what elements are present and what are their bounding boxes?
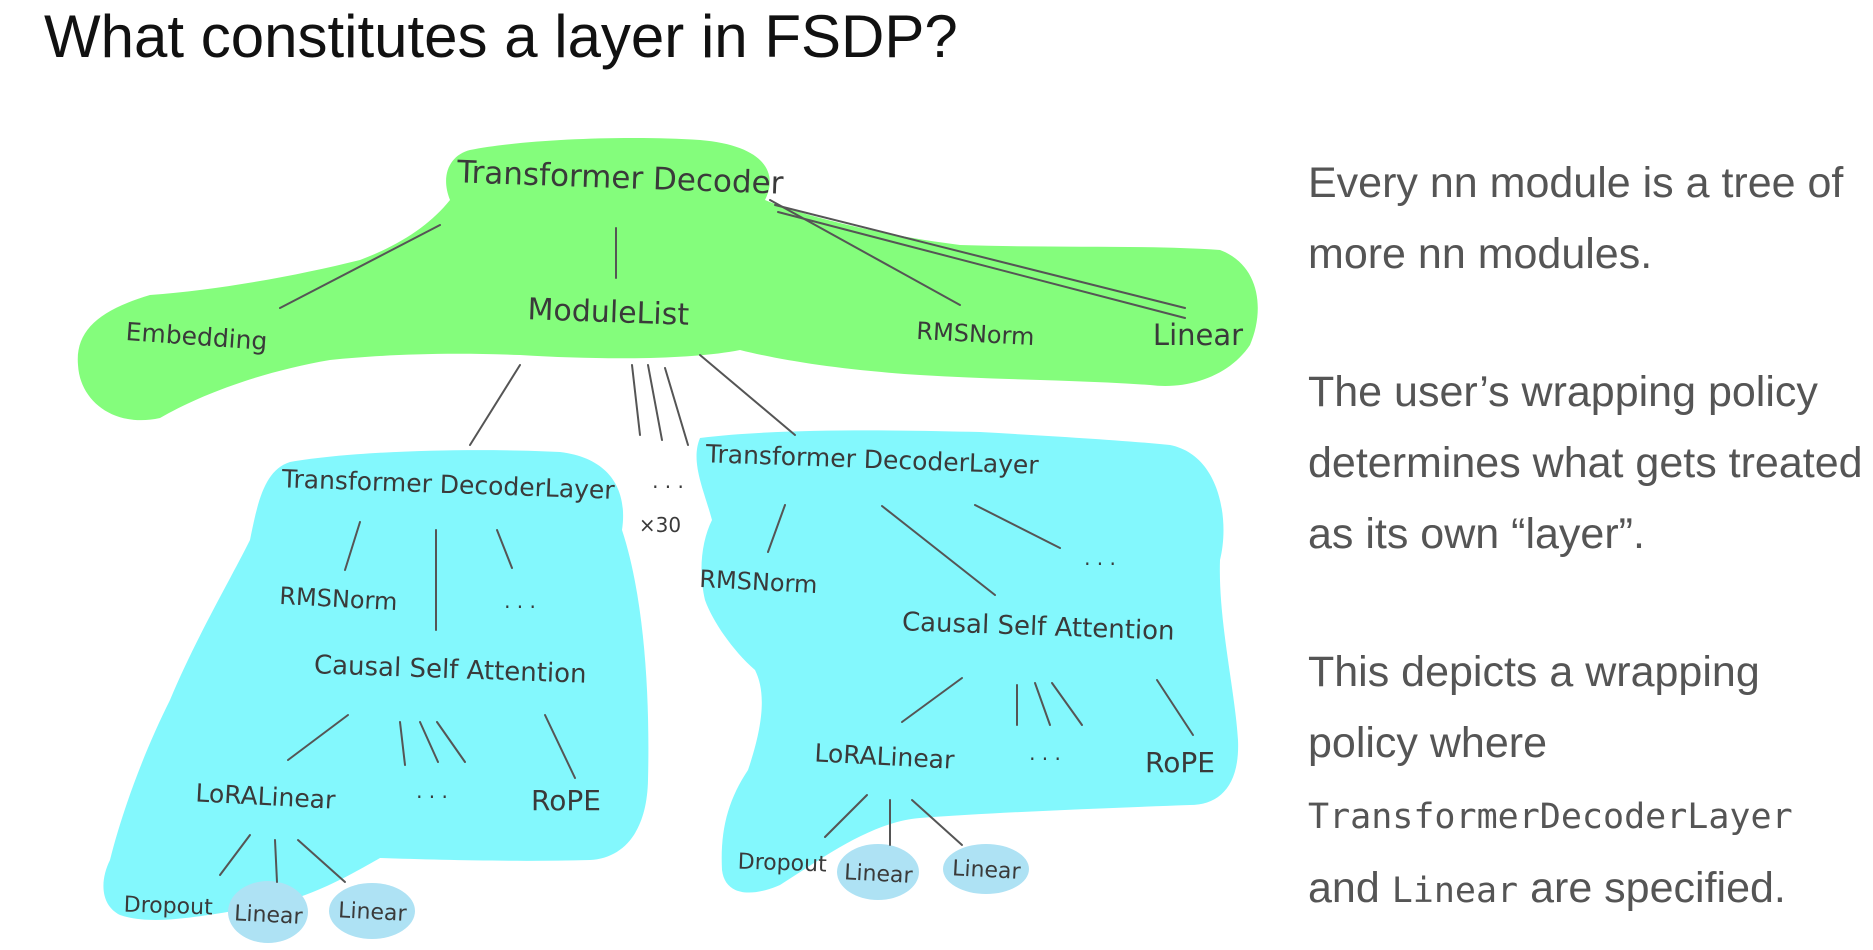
top-unit-blob	[77, 138, 1258, 421]
right-rope-label: RoPE	[1145, 746, 1215, 779]
text-are-specified: are specified.	[1518, 864, 1786, 912]
right-layer-unit-blob	[696, 430, 1239, 893]
paragraph-depiction-line2: policy where	[1308, 719, 1547, 767]
code-linear: Linear	[1391, 871, 1519, 911]
text-and: and	[1308, 864, 1392, 912]
left-linear-a-label: Linear	[234, 901, 305, 930]
paragraph-depiction-line4: and Linear are specified.	[1308, 853, 1868, 927]
paragraph-depiction: This depicts a wrapping policy where Tra…	[1308, 637, 1868, 927]
module-list-node-label: ModuleList	[527, 292, 690, 333]
paragraph-tree: Every nn module is a tree of more nn mod…	[1308, 148, 1868, 290]
linear-top-node-label: Linear	[1153, 318, 1243, 352]
connector-lines	[219, 199, 1194, 883]
paragraph-policy: The user’s wrapping policy determines wh…	[1308, 357, 1868, 570]
left-dropout-label: Dropout	[123, 892, 213, 920]
left-ellipsis: . . .	[504, 589, 536, 613]
right-ellipsis: . . .	[1084, 546, 1116, 570]
slide-title: What constitutes a layer in FSDP?	[44, 3, 958, 70]
right-rmsnorm-label: RMSNorm	[699, 565, 818, 599]
repeat-count-label: ×30	[639, 513, 681, 537]
paragraph-policy-text: The user’s wrapping policy determines wh…	[1308, 368, 1863, 558]
right-linear-a-label: Linear	[844, 860, 915, 889]
left-lora-ellipsis: . . .	[416, 779, 448, 803]
right-lora-ellipsis: . . .	[1029, 741, 1061, 765]
paragraph-depiction-line1: This depicts a wrapping	[1308, 648, 1760, 696]
right-linear-b-label: Linear	[952, 856, 1023, 885]
left-rmsnorm-label: RMSNorm	[279, 582, 398, 616]
left-linear-b-label: Linear	[338, 898, 409, 927]
right-dropout-label: Dropout	[737, 849, 827, 877]
rmsnorm-top-node-label: RMSNorm	[916, 317, 1035, 351]
right-linear-b-blob	[943, 844, 1029, 894]
right-linear-a-blob	[837, 844, 919, 900]
paragraph-depiction-line3: TransformerDecoderLayer	[1308, 779, 1868, 853]
repeat-dots: . . .	[652, 469, 684, 493]
paragraph-tree-text: Every nn module is a tree of more nn mod…	[1308, 159, 1844, 278]
code-transformer-decoder-layer: TransformerDecoderLayer	[1308, 797, 1793, 837]
left-linear-a-blob	[228, 881, 308, 943]
left-linear-b-blob	[329, 883, 415, 939]
left-rope-label: RoPE	[531, 784, 601, 817]
